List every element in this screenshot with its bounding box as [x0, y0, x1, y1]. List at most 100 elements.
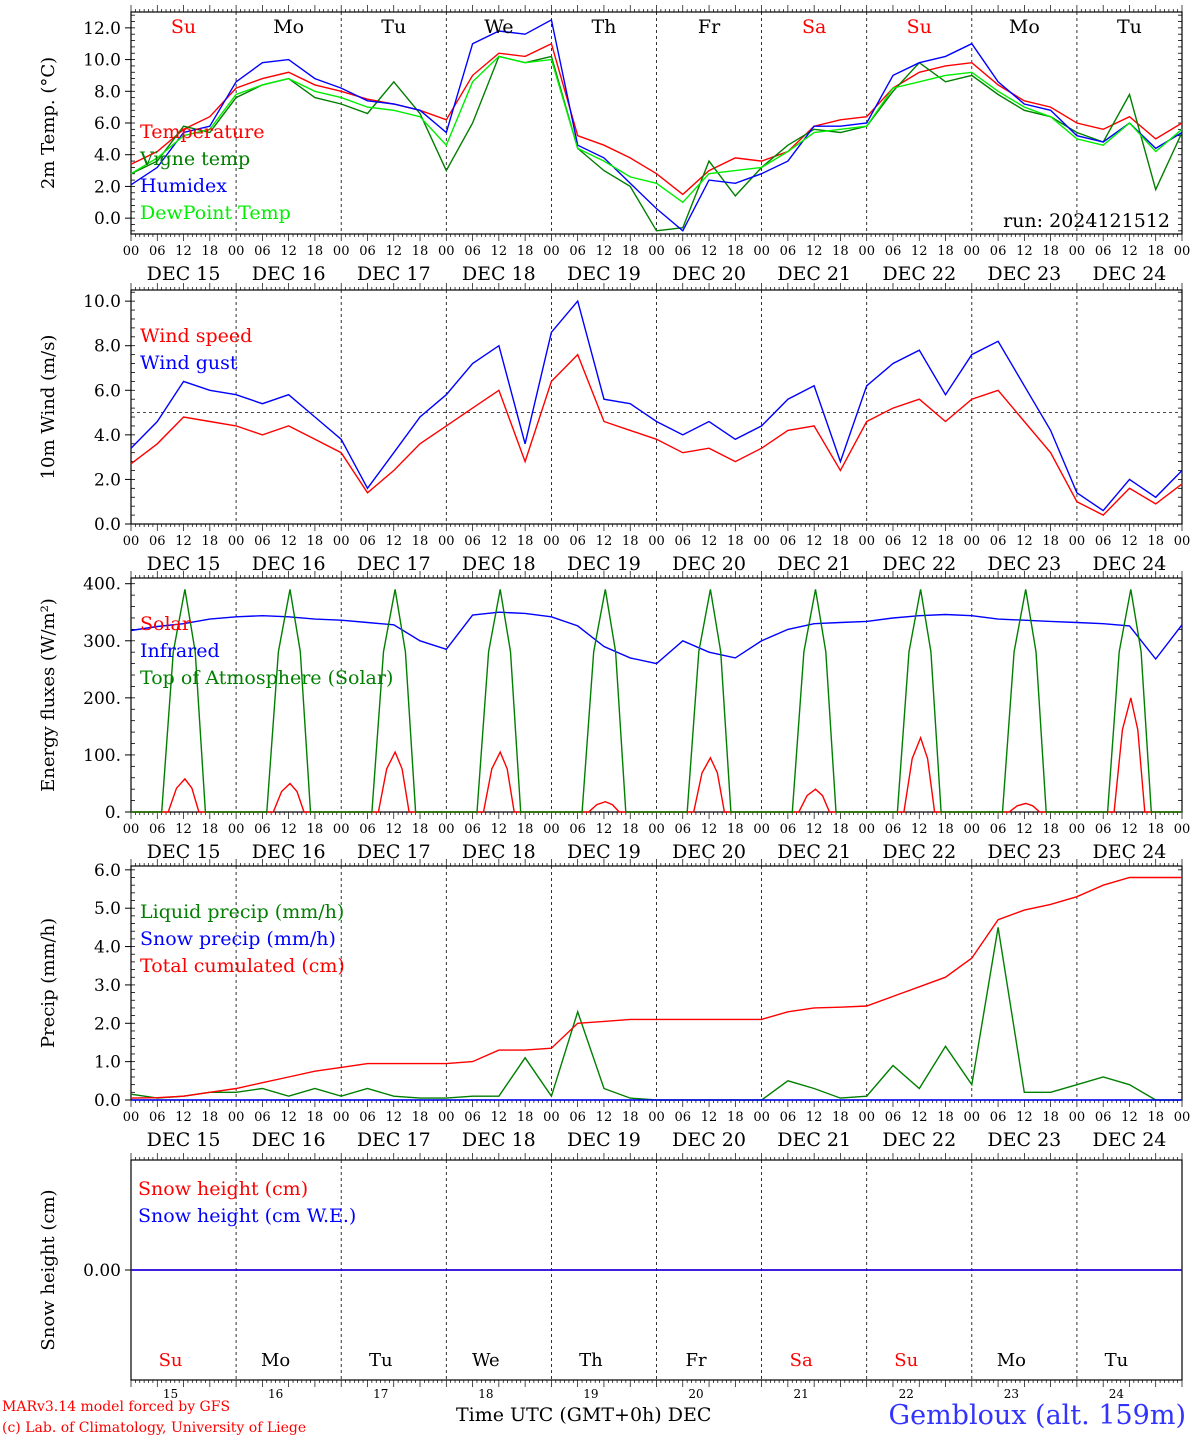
x-hour-label: 06 [149, 534, 166, 549]
x-hour-label: 06 [780, 1110, 797, 1125]
x-hour-label: 06 [990, 244, 1007, 259]
y-tick-label: 12.0 [83, 19, 121, 39]
day-number-label: 21 [794, 1387, 809, 1401]
y-tick-label: 4.0 [94, 146, 121, 166]
x-hour-label: 06 [569, 534, 586, 549]
x-hour-label: 18 [307, 534, 324, 549]
run-label: run: 2024121512 [1003, 210, 1170, 232]
x-hour-label: 00 [123, 534, 140, 549]
legend-entry: Wind gust [140, 352, 238, 374]
x-hour-label: 18 [1042, 244, 1059, 259]
weekday-label: Th [591, 16, 616, 38]
x-date-label: DEC 24 [1093, 553, 1167, 575]
x-hour-label: 00 [543, 244, 560, 259]
legend-entry: Snow height (cm W.E.) [138, 1205, 356, 1227]
weekday-label: Mo [273, 16, 304, 38]
x-date-label: DEC 21 [777, 1129, 851, 1151]
time-axis-label: Time UTC (GMT+0h) DEC [456, 1404, 712, 1426]
x-hour-label: 00 [964, 244, 981, 259]
x-hour-label: 00 [964, 822, 981, 837]
weekday-label: Sa [802, 16, 826, 38]
x-hour-label: 18 [202, 1110, 219, 1125]
x-hour-label: 12 [280, 244, 297, 259]
x-date-label: DEC 18 [462, 1129, 536, 1151]
x-date-label: DEC 16 [252, 841, 326, 863]
x-date-label: DEC 15 [147, 263, 221, 285]
x-hour-label: 00 [228, 244, 245, 259]
x-hour-label: 18 [622, 244, 639, 259]
series-line [130, 876, 1182, 1099]
weekday-label: Fr [686, 1350, 707, 1371]
x-hour-label: 12 [911, 534, 928, 549]
x-hour-label: 12 [701, 1110, 718, 1125]
x-hour-label: 18 [832, 534, 849, 549]
x-hour-label: 00 [333, 534, 350, 549]
x-hour-label: 18 [727, 822, 744, 837]
x-hour-label: 00 [1174, 822, 1191, 837]
y-tick-label: 100. [83, 746, 121, 766]
x-hour-label: 06 [780, 244, 797, 259]
x-date-label: DEC 23 [987, 263, 1061, 285]
legend-entry: Liquid precip (mm/h) [140, 901, 344, 923]
x-hour-label: 00 [858, 244, 875, 259]
y-tick-label: 2.0 [94, 470, 121, 490]
y-tick-label: 0.0 [94, 515, 121, 535]
x-hour-label: 06 [149, 1110, 166, 1125]
x-hour-label: 18 [832, 1110, 849, 1125]
weekday-label: Th [579, 1350, 603, 1371]
x-hour-label: 12 [491, 244, 508, 259]
x-hour-label: 00 [228, 822, 245, 837]
x-hour-label: 18 [307, 244, 324, 259]
weekday-label: Su [907, 16, 932, 38]
x-hour-label: 06 [1095, 1110, 1112, 1125]
weekday-label: Su [894, 1350, 918, 1371]
x-hour-label: 18 [412, 534, 429, 549]
x-hour-label: 12 [596, 534, 613, 549]
y-axis-label: 10m Wind (m/s) [38, 335, 59, 480]
x-date-label: DEC 24 [1093, 841, 1167, 863]
day-number-label: 18 [478, 1387, 493, 1401]
x-hour-label: 00 [964, 1110, 981, 1125]
weekday-label: Tu [1117, 16, 1142, 38]
x-hour-label: 18 [1147, 534, 1164, 549]
x-hour-label: 12 [596, 822, 613, 837]
x-hour-label: 12 [1016, 822, 1033, 837]
x-hour-label: 12 [701, 244, 718, 259]
x-hour-label: 00 [543, 822, 560, 837]
x-date-label: DEC 21 [777, 553, 851, 575]
x-hour-label: 06 [990, 1110, 1007, 1125]
y-axis-label: Energy fluxes (W/m²) [38, 598, 59, 792]
series-line [131, 589, 1182, 813]
x-hour-label: 00 [858, 822, 875, 837]
x-hour-label: 12 [806, 534, 823, 549]
x-date-label: DEC 20 [672, 841, 746, 863]
y-tick-label: 0.00 [83, 1261, 121, 1281]
x-hour-label: 06 [1095, 534, 1112, 549]
x-hour-label: 06 [675, 534, 692, 549]
x-hour-label: 12 [596, 244, 613, 259]
x-hour-label: 18 [517, 244, 534, 259]
x-date-label: DEC 16 [252, 263, 326, 285]
x-hour-label: 06 [359, 534, 376, 549]
x-hour-label: 18 [937, 534, 954, 549]
x-date-label: DEC 22 [882, 553, 956, 575]
x-hour-label: 18 [517, 1110, 534, 1125]
x-hour-label: 00 [753, 1110, 770, 1125]
x-hour-label: 12 [385, 1110, 402, 1125]
x-hour-label: 18 [937, 244, 954, 259]
x-date-label: DEC 22 [882, 1129, 956, 1151]
weekday-label: Sa [790, 1350, 813, 1371]
x-hour-label: 00 [1069, 244, 1086, 259]
legend-entry: Infrared [140, 640, 220, 662]
x-hour-label: 12 [1016, 1110, 1033, 1125]
x-hour-label: 00 [1069, 1110, 1086, 1125]
x-date-label: DEC 15 [147, 1129, 221, 1151]
station-name: Gembloux (alt. 159m) [888, 1400, 1186, 1431]
y-tick-label: 0. [105, 803, 121, 823]
y-tick-label: 6.0 [94, 381, 121, 401]
x-hour-label: 18 [1042, 822, 1059, 837]
weekday-label: Tu [369, 1350, 393, 1371]
x-hour-label: 00 [543, 1110, 560, 1125]
x-date-label: DEC 22 [882, 263, 956, 285]
